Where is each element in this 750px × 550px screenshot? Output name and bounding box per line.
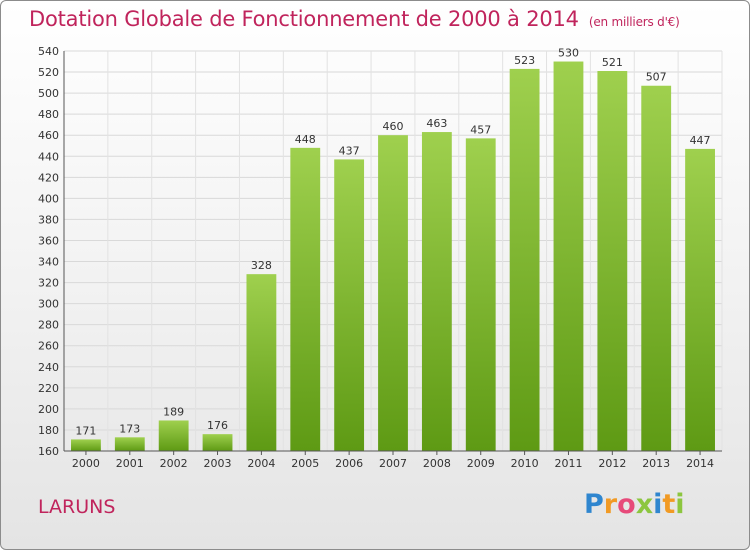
y-tick-label: 400	[38, 192, 59, 205]
y-tick-label: 380	[38, 213, 59, 226]
bar	[290, 147, 321, 451]
data-label: 173	[119, 422, 140, 435]
bar	[378, 135, 408, 452]
data-label: 447	[690, 134, 711, 147]
bar	[334, 159, 365, 451]
x-tick-label: 2005	[291, 457, 319, 470]
bar	[641, 85, 672, 451]
y-tick-label: 480	[38, 108, 59, 121]
y-tick-label: 520	[38, 66, 59, 79]
logo-letter: o	[617, 489, 636, 520]
logo-letter: i	[653, 489, 663, 520]
y-tick-label: 280	[38, 319, 59, 332]
logo-letter: P	[584, 489, 604, 520]
y-tick-label: 220	[38, 382, 59, 395]
bar	[246, 274, 277, 451]
proxiti-logo: Proxiti	[584, 489, 685, 520]
bar	[71, 439, 101, 451]
y-tick-label: 460	[38, 129, 59, 142]
x-tick-label: 2003	[204, 457, 232, 470]
y-tick-label: 540	[38, 45, 59, 58]
data-label: 328	[251, 259, 272, 272]
x-tick-label: 2004	[247, 457, 275, 470]
data-label: 176	[207, 419, 228, 432]
x-tick-label: 2009	[467, 457, 495, 470]
data-label: 171	[75, 424, 96, 437]
logo-letter: r	[603, 489, 618, 520]
bar	[421, 132, 452, 452]
y-tick-label: 260	[38, 340, 59, 353]
y-tick-label: 500	[38, 87, 59, 100]
x-tick-label: 2014	[686, 457, 714, 470]
logo-letter: i	[675, 489, 685, 520]
data-label: 523	[514, 54, 535, 67]
x-tick-label: 2012	[598, 457, 626, 470]
x-tick-label: 2007	[379, 457, 407, 470]
data-label: 507	[646, 71, 667, 84]
y-tick-label: 340	[38, 256, 59, 269]
x-tick-label: 2011	[554, 457, 582, 470]
x-tick-label: 2006	[335, 457, 363, 470]
logo-letter: t	[662, 489, 676, 520]
y-tick-label: 320	[38, 277, 59, 290]
y-tick-label: 360	[38, 234, 59, 247]
bar	[509, 68, 540, 451]
logo-letter: x	[635, 489, 654, 520]
data-label: 189	[163, 405, 184, 418]
x-tick-label: 2013	[642, 457, 670, 470]
data-label: 437	[339, 144, 360, 157]
chart-title: Dotation Globale de Fonctionnement de 20…	[29, 7, 680, 31]
bar	[202, 434, 233, 451]
data-label: 457	[470, 123, 491, 136]
y-tick-label: 300	[38, 298, 59, 311]
x-tick-label: 2002	[160, 457, 188, 470]
x-tick-label: 2001	[116, 457, 144, 470]
data-label: 448	[295, 133, 316, 146]
y-tick-label: 180	[38, 424, 59, 437]
bar	[114, 437, 145, 451]
bar	[465, 138, 496, 452]
chart-subtitle: (en milliers d'€)	[588, 15, 680, 29]
bar	[685, 148, 715, 452]
x-tick-label: 2008	[423, 457, 451, 470]
y-tick-label: 160	[38, 445, 59, 458]
bar	[158, 420, 189, 451]
place-name: LARUNS	[38, 496, 116, 518]
data-label: 530	[558, 47, 579, 60]
y-tick-label: 200	[38, 403, 59, 416]
x-tick-label: 2010	[511, 457, 539, 470]
bar	[597, 71, 628, 451]
x-tick-label: 2000	[72, 457, 100, 470]
data-label: 521	[602, 56, 623, 69]
y-tick-label: 440	[38, 150, 59, 163]
y-tick-label: 240	[38, 361, 59, 374]
y-tick-label: 420	[38, 171, 59, 184]
data-label: 460	[383, 120, 404, 133]
bar	[553, 61, 584, 452]
data-label: 463	[426, 117, 447, 130]
